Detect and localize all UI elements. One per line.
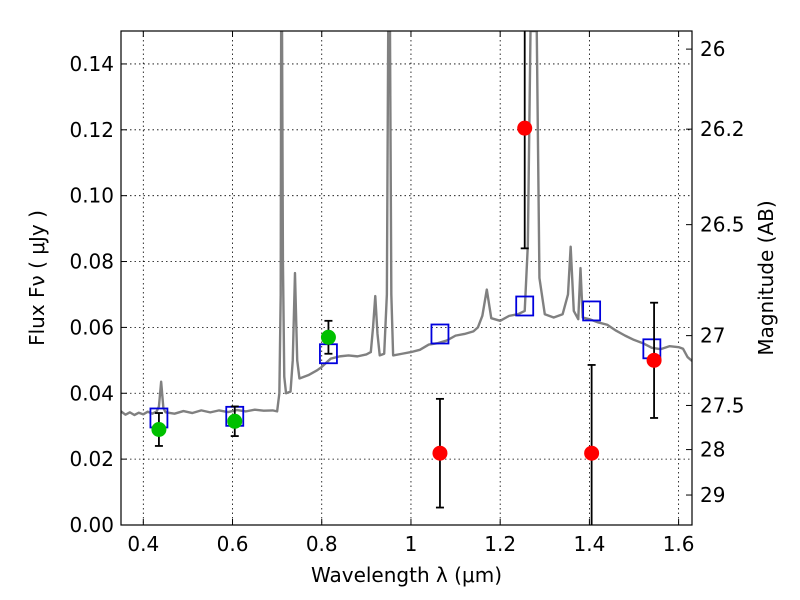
x-tick-label: 1.4 bbox=[573, 532, 605, 556]
y-tick-label: 0.10 bbox=[69, 184, 114, 208]
right-tick-label: 27.5 bbox=[700, 393, 745, 417]
model-spectrum-line bbox=[121, 31, 692, 417]
right-tick-label: 27 bbox=[700, 324, 725, 348]
grid-lines bbox=[121, 31, 692, 526]
y-tick-label: 0.00 bbox=[69, 513, 114, 537]
model-photometry-square bbox=[582, 300, 602, 322]
model-photometry-square bbox=[515, 295, 535, 317]
y-tick-label: 0.12 bbox=[69, 118, 114, 142]
y-axis-title: Flux Fν ( μJy ) bbox=[25, 210, 49, 346]
y-tick-label: 0.04 bbox=[69, 381, 114, 405]
right-tick-label: 28 bbox=[700, 438, 725, 462]
red-data-point bbox=[517, 120, 533, 136]
right-tick-label: 29 bbox=[700, 483, 725, 507]
x-tick-label: 0.8 bbox=[306, 532, 338, 556]
right-tick-label: 26.2 bbox=[700, 117, 745, 141]
plot-frame bbox=[120, 30, 693, 526]
x-tick-label: 1 bbox=[405, 532, 418, 556]
x-tick-label: 1.2 bbox=[484, 532, 516, 556]
x-tick-label: 0.6 bbox=[217, 532, 249, 556]
x-tick-label: 0.4 bbox=[127, 532, 159, 556]
plot-area bbox=[121, 31, 692, 525]
axis-ticks: 0.4 0.6 0.8 1 1.2 1.4 1.6 0.00 0.02 0.04 0.06 0.08 0… bbox=[69, 31, 745, 556]
x-tick-label: 1.6 bbox=[663, 532, 695, 556]
y-tick-label: 0.06 bbox=[69, 315, 114, 339]
right-tick-label: 26.5 bbox=[700, 213, 745, 237]
green-data-point bbox=[151, 421, 167, 437]
model-photometry-square bbox=[430, 323, 450, 345]
y-tick-label: 0.08 bbox=[69, 250, 114, 274]
x-axis-title: Wavelength λ (μm) bbox=[311, 563, 502, 587]
green-data-point bbox=[320, 329, 336, 345]
red-data-point bbox=[646, 352, 662, 368]
y-tick-label: 0.14 bbox=[69, 52, 114, 76]
right-axis-title: Magnitude (AB) bbox=[754, 200, 778, 355]
right-tick-label: 26 bbox=[700, 37, 725, 61]
green-data-point bbox=[227, 413, 243, 429]
red-data-point bbox=[584, 445, 600, 461]
red-data-point bbox=[432, 445, 448, 461]
y-tick-label: 0.02 bbox=[69, 447, 114, 471]
